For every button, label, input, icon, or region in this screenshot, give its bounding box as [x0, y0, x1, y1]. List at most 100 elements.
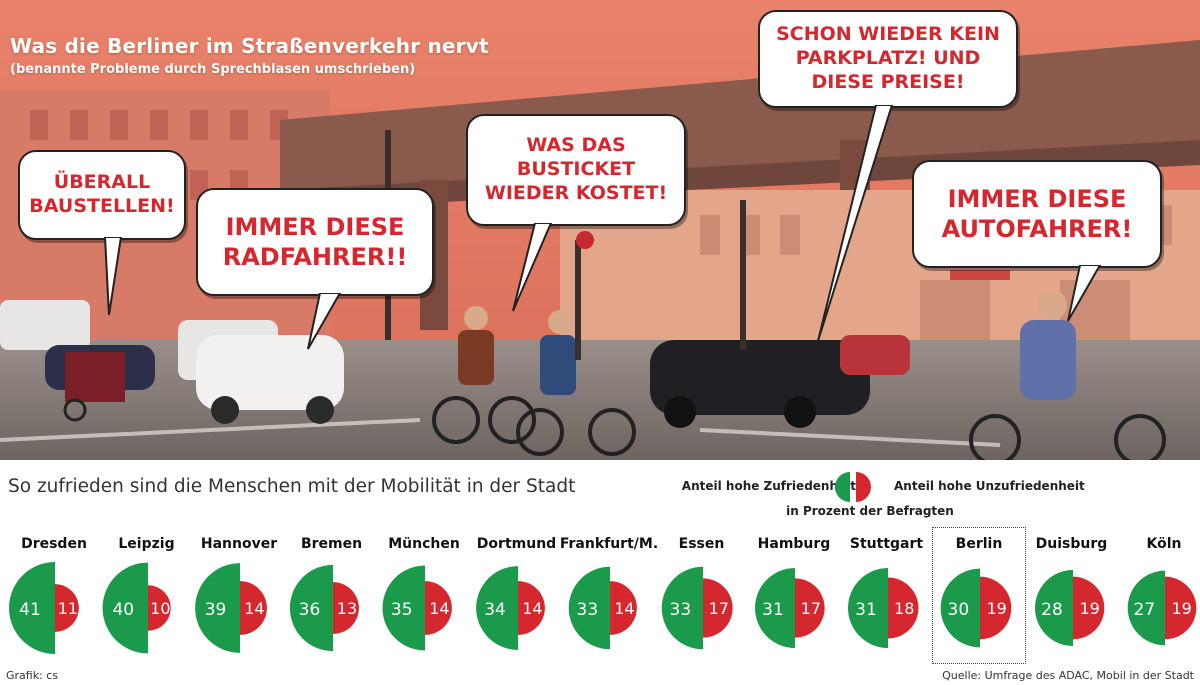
city-name: Essen: [678, 536, 725, 552]
mark-dissatisfied: [980, 576, 1012, 640]
city-chart-6: Frankfurt/M. 33 14: [560, 528, 658, 663]
city-chart-10: Berlin 30 19: [932, 527, 1026, 664]
speech-bubble-autofahrer: Immer diese Autofahrer!: [912, 160, 1162, 268]
mark-dissatisfied: [1165, 576, 1197, 640]
legend-note: in Prozent der Befragten: [786, 504, 954, 518]
label-dissatisfied: 19: [1079, 599, 1099, 618]
label-dissatisfied: 19: [986, 599, 1006, 618]
city-chart-9: Stuttgart 31 18: [841, 528, 933, 663]
city-name: Dortmund: [476, 536, 557, 552]
city-chart-8: Hamburg 31 17: [748, 528, 840, 663]
mark-satisfied: [195, 563, 240, 653]
mark-dissatisfied: [610, 581, 637, 635]
label-dissatisfied: 14: [429, 599, 449, 618]
half-pie: 31 18: [847, 568, 918, 648]
city-chart-2: Hannover 39 14: [193, 528, 285, 663]
half-pie: 31 17: [755, 568, 825, 648]
half-pie: 35 14: [382, 565, 452, 651]
mark-dissatisfied: [795, 578, 825, 638]
speech-bubble-radfahrer: Immer diese Radfahrer!!: [196, 188, 434, 296]
mark-satisfied: [661, 566, 703, 650]
label-satisfied: 33: [577, 600, 599, 620]
mark-satisfied: [475, 566, 518, 650]
speech-bubble-busticket: Was das Busticket wieder kostet!: [466, 114, 686, 226]
label-dissatisfied: 11: [58, 599, 78, 618]
label-satisfied: 35: [391, 600, 413, 620]
city-name: Köln: [1146, 536, 1182, 552]
mark-satisfied: [1034, 569, 1073, 647]
half-pie: 36 13: [289, 564, 359, 652]
label-satisfied: 31: [855, 600, 877, 620]
label-satisfied: 40: [112, 600, 134, 620]
label-dissatisfied: 10: [150, 599, 170, 618]
city-name: Hannover: [200, 536, 278, 552]
label-dissatisfied: 19: [1171, 599, 1191, 618]
mark-satisfied: [847, 568, 888, 648]
label-satisfied: 33: [669, 600, 691, 620]
label-dissatisfied: 13: [336, 599, 356, 618]
half-pie: 41 11: [9, 562, 79, 654]
label-satisfied: 41: [19, 600, 41, 620]
mark-dissatisfied: [147, 585, 171, 631]
label-satisfied: 27: [1134, 600, 1156, 620]
city-half-pie-charts: Dresden 41 11 Leipzig 40 10 Hannover 39 14 Bremen…: [0, 527, 1200, 668]
city-chart-3: Bremen 36 13: [286, 528, 378, 663]
half-pie: 39 14: [195, 563, 267, 653]
legend-swatch: [835, 472, 871, 502]
city-name: Leipzig: [118, 536, 175, 552]
city-name: Frankfurt/M.: [559, 536, 659, 552]
label-satisfied: 36: [298, 600, 320, 620]
city-chart-11: Duisburg 28 19: [1026, 528, 1118, 663]
mark-satisfied: [9, 562, 55, 654]
half-pie: 27 19: [1127, 570, 1197, 646]
footer-credit: Grafik: cs: [6, 669, 59, 682]
label-satisfied: 34: [484, 600, 506, 620]
chart-legend: Anteil hohe Zufriedenheit Anteil hohe Un…: [650, 470, 1085, 520]
speech-bubble-baustellen: Überall Baustellen!: [18, 150, 186, 240]
legend-swatch-dissatisfied: [856, 472, 871, 502]
bubble-text: Überall Baustellen!: [29, 171, 175, 217]
label-dissatisfied: 17: [801, 599, 821, 618]
mark-satisfied: [568, 566, 610, 650]
label-dissatisfied: 14: [522, 599, 542, 618]
mark-dissatisfied: [55, 584, 79, 632]
mark-dissatisfied: [425, 581, 452, 635]
city-chart-0: Dresden 41 11: [8, 528, 100, 663]
bubble-tail: [817, 105, 894, 342]
city-chart-12: Köln 27 19: [1118, 528, 1200, 663]
label-dissatisfied: 18: [894, 599, 914, 618]
speech-bubble-parkplatz: Schon wieder kein Parkplatz! Und diese P…: [758, 10, 1018, 108]
half-pie: 28 19: [1034, 569, 1104, 647]
bubble-tail: [1067, 265, 1102, 322]
label-satisfied: 30: [948, 600, 970, 620]
label-dissatisfied: 14: [614, 599, 634, 618]
mark-dissatisfied: [887, 577, 918, 639]
bubble-tail: [307, 293, 342, 350]
mark-satisfied: [102, 562, 148, 654]
chart-title: So zufrieden sind die Menschen mit der M…: [8, 476, 576, 497]
city-name: Bremen: [300, 536, 363, 552]
city-chart-5: Dortmund 34 14: [471, 528, 563, 663]
label-dissatisfied: 17: [708, 599, 728, 618]
city-chart-4: München 35 14: [378, 528, 470, 663]
bubble-tail: [103, 237, 123, 316]
city-chart-1: Leipzig 40 10: [101, 528, 193, 663]
legend-swatch-satisfied: [835, 472, 850, 502]
half-pie: 30 19: [940, 568, 1012, 648]
label-satisfied: 39: [205, 600, 227, 620]
city-name: München: [388, 536, 460, 552]
mark-dissatisfied: [332, 582, 359, 634]
half-pie: 33 17: [661, 566, 733, 650]
city-name: Berlin: [955, 536, 1003, 552]
city-name: Stuttgart: [849, 536, 924, 552]
mark-dissatisfied: [240, 581, 267, 635]
mark-dissatisfied: [517, 581, 545, 635]
legend-label-satisfied: Anteil hohe Zufriedenheit: [681, 479, 856, 493]
mark-satisfied: [940, 568, 980, 648]
city-name: Duisburg: [1035, 536, 1108, 552]
bubble-text: Immer diese Radfahrer!!: [222, 213, 408, 271]
header-subtitle: (benannte Probleme durch Sprechblasen um…: [10, 62, 416, 77]
bubble-text: Immer diese Autofahrer!: [941, 185, 1133, 243]
half-pie: 40 10: [102, 562, 171, 654]
half-pie: 34 14: [475, 566, 545, 650]
